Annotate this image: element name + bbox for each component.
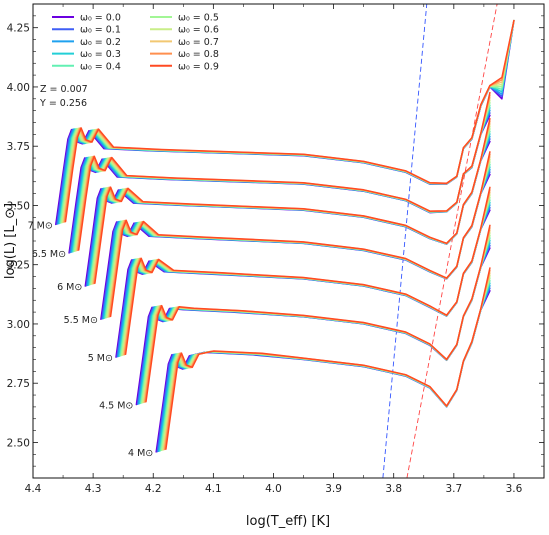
legend-label-6: ω₀ = 0.6: [178, 25, 219, 36]
x-tick-label-4: 4.0: [265, 483, 282, 495]
x-tick-label-7: 3.7: [445, 483, 462, 495]
x-tick-label-5: 3.9: [325, 483, 342, 495]
legend-label-4: ω₀ = 0.4: [80, 61, 121, 72]
y-tick-label-1: 2.75: [7, 378, 30, 390]
track-5-series-9: [94, 117, 491, 284]
x-tick-label-3: 4.1: [205, 483, 222, 495]
track-3-series-9: [124, 186, 491, 356]
mass-label-3: 5.5 M⊙: [64, 315, 98, 326]
y-tick-label-6: 4.00: [7, 82, 30, 94]
instability-strip-line-1: [406, 4, 498, 478]
x-tick-label-8: 3.6: [506, 483, 523, 495]
y-tick-label-4: 3.50: [7, 200, 30, 212]
y-tick-label-0: 2.50: [7, 437, 30, 449]
track-7-series-9: [64, 19, 515, 223]
legend-label-2: ω₀ = 0.2: [80, 37, 121, 48]
legend-label-3: ω₀ = 0.3: [80, 49, 121, 60]
y-tick-label-2: 3.00: [7, 319, 30, 331]
mass-label-5: 6.5 M⊙: [32, 249, 66, 260]
legend-label-9: ω₀ = 0.9: [178, 61, 219, 72]
mass-label-4: 6 M⊙: [57, 282, 82, 293]
mass-label-0: 4 M⊙: [128, 448, 153, 459]
legend: ω₀ = 0.0ω₀ = 0.1ω₀ = 0.2ω₀ = 0.3ω₀ = 0.4…: [52, 13, 219, 72]
track-2-series-9: [145, 224, 491, 403]
y-tick-label-5: 3.75: [7, 141, 30, 153]
track-6-series-9: [77, 91, 491, 251]
y-tick-label-7: 4.25: [7, 23, 30, 35]
axis-ticks: 4.4 4.3 4.2 4.1 4.0 3.9 3.8 3.7 3.6 2.50 2.75 3.00 3…: [7, 4, 544, 495]
y-tick-label-3: 3.25: [7, 260, 30, 272]
legend-label-8: ω₀ = 0.8: [178, 49, 219, 60]
x-axis-label: log(T_eff) [K]: [246, 514, 330, 529]
mass-label-6: 7 M⊙: [28, 220, 53, 231]
mass-label-1: 4.5 M⊙: [99, 401, 133, 412]
y-axis-label: log(L) [L_⊙]: [3, 203, 18, 279]
legend-label-0: ω₀ = 0.0: [80, 13, 121, 24]
legend-label-1: ω₀ = 0.1: [80, 25, 121, 36]
x-tick-label-0: 4.4: [25, 483, 42, 495]
track-4-series-9: [109, 151, 491, 318]
track-1-series-9: [165, 267, 491, 450]
x-tick-label-1: 4.3: [85, 483, 102, 495]
legend-label-7: ω₀ = 0.7: [178, 37, 219, 48]
instability-strip-line-0: [382, 4, 428, 478]
legend-label-5: ω₀ = 0.5: [178, 13, 219, 24]
annotation-y: Y = 0.256: [39, 98, 87, 109]
x-tick-label-6: 3.8: [385, 483, 402, 495]
evolution-tracks: [55, 19, 515, 453]
annotation-z: Z = 0.007: [40, 84, 88, 95]
x-tick-label-2: 4.2: [145, 483, 162, 495]
mass-labels: 4 M⊙ 4.5 M⊙ 5 M⊙ 5.5 M⊙ 6 M⊙ 6.5 M⊙ 7 M⊙: [28, 220, 154, 459]
mass-label-2: 5 M⊙: [88, 353, 113, 364]
instability-strip-lines: [382, 4, 498, 478]
